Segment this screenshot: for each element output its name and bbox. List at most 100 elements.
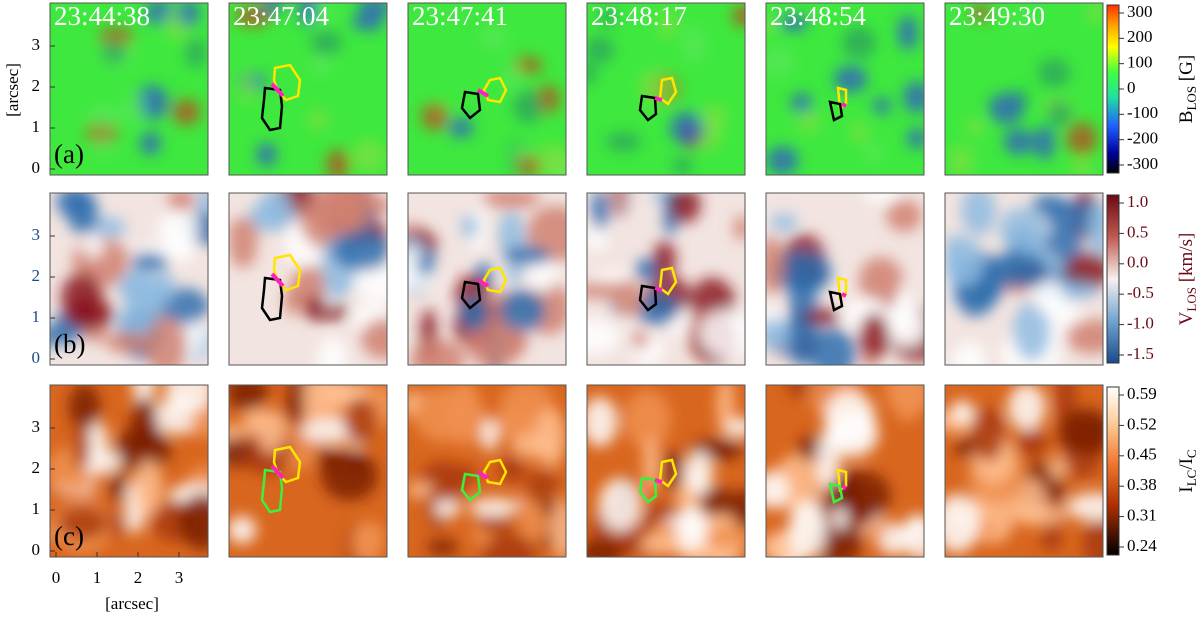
texture-blob [1038, 58, 1071, 88]
texture-blob [172, 99, 201, 126]
colorbar-title-part: B [1176, 111, 1197, 124]
image-panel [586, 192, 746, 366]
image-panel [228, 2, 388, 176]
texture-blob [872, 97, 891, 115]
texture-blob [1048, 455, 1068, 481]
texture-blob [256, 142, 277, 167]
texture-blob [1039, 533, 1064, 551]
contour-black [828, 100, 844, 122]
texture-blob [235, 6, 272, 27]
texture-blob [989, 251, 1049, 287]
contour-magenta [476, 88, 490, 98]
texture-blob [766, 17, 779, 34]
timestamp: 23:47:04 [233, 1, 330, 31]
texture-blob [766, 317, 790, 351]
texture-blob [948, 144, 975, 175]
texture-blob [639, 535, 678, 555]
texture-blob [239, 70, 256, 105]
texture-blob [599, 7, 618, 26]
contour-magenta [654, 478, 663, 484]
texture-blob [408, 481, 435, 499]
texture-blob [1014, 15, 1032, 33]
texture-blob [351, 13, 384, 31]
texture-blob [950, 399, 974, 424]
texture-blob [132, 252, 169, 273]
panel-image [50, 3, 208, 175]
contour-magenta [476, 278, 490, 288]
y-tick-label: 3 [32, 35, 41, 54]
colorbar-tick-label: 1.0 [1127, 192, 1148, 211]
texture [408, 385, 566, 557]
image-panel [228, 384, 388, 558]
contour-magenta [841, 102, 847, 108]
texture-blob [247, 202, 297, 233]
colorbar-tick-label: -200 [1127, 129, 1158, 148]
texture-blob [468, 497, 519, 517]
colorbar-tick-label: 0.5 [1127, 222, 1148, 241]
texture-blob [632, 331, 650, 349]
texture-blob [965, 117, 985, 137]
texture-blob [550, 501, 566, 557]
texture [229, 193, 387, 365]
contour-yellow [482, 76, 508, 104]
texture-blob [679, 546, 733, 557]
texture-blob [351, 521, 382, 557]
texture-blob [816, 430, 841, 488]
panel-image [766, 3, 924, 175]
texture-blob [657, 9, 678, 39]
contour-green [828, 482, 844, 504]
texture-blob [598, 478, 642, 532]
panel-image [587, 3, 745, 175]
texture-blob [104, 331, 151, 353]
image-panel [407, 2, 567, 176]
contour-black [460, 90, 482, 120]
texture-blob [421, 103, 448, 131]
texture [50, 193, 208, 365]
texture-blob [1016, 428, 1048, 458]
texture-blob [461, 213, 478, 240]
texture-blob [1086, 200, 1103, 256]
image-panel [49, 384, 209, 558]
texture-blob [496, 406, 543, 443]
panel-image [587, 193, 745, 365]
texture [945, 385, 1103, 557]
colorbar-title-subscript: C [1184, 449, 1199, 458]
panel-frame [586, 192, 746, 366]
colorbar-tick-label: -100 [1127, 103, 1158, 122]
colorbar [1106, 4, 1120, 174]
timestamp: 23:49:30 [949, 1, 1045, 31]
texture-blob [503, 245, 551, 266]
colorbar-title-part: /I [1176, 458, 1197, 470]
texture-blob [672, 156, 693, 175]
texture-blob [158, 210, 199, 247]
texture-blob [503, 61, 521, 93]
texture-blob [731, 4, 745, 28]
image-panel [586, 384, 746, 558]
timestamp: 23:44:38 [54, 1, 150, 31]
panel-image [408, 385, 566, 557]
colorbar-tick-label: 0.31 [1127, 506, 1157, 525]
panel-frame [765, 2, 925, 176]
colorbar-title-part: [G] [1176, 55, 1197, 86]
texture-blob [310, 51, 334, 76]
texture-blob [317, 336, 347, 365]
texture-blob [770, 213, 798, 232]
texture-blob [229, 515, 257, 544]
colorbar-title-part: I [1176, 486, 1197, 492]
texture-blob [1066, 492, 1103, 521]
texture-blob [1047, 100, 1073, 128]
panel-frame [407, 192, 567, 366]
colorbar-title: VLOS [km/s] [1176, 233, 1199, 326]
texture-blob [810, 328, 856, 365]
texture-blob [587, 540, 623, 557]
texture-blob [1087, 3, 1103, 24]
texture-blob [988, 92, 1024, 125]
texture-blob [779, 14, 808, 32]
panel-frame [228, 192, 388, 366]
texture-blob [446, 387, 485, 446]
texture-blob [698, 309, 745, 359]
contour-black [638, 94, 658, 122]
texture-blob [684, 450, 714, 496]
texture-blob [1058, 408, 1103, 456]
